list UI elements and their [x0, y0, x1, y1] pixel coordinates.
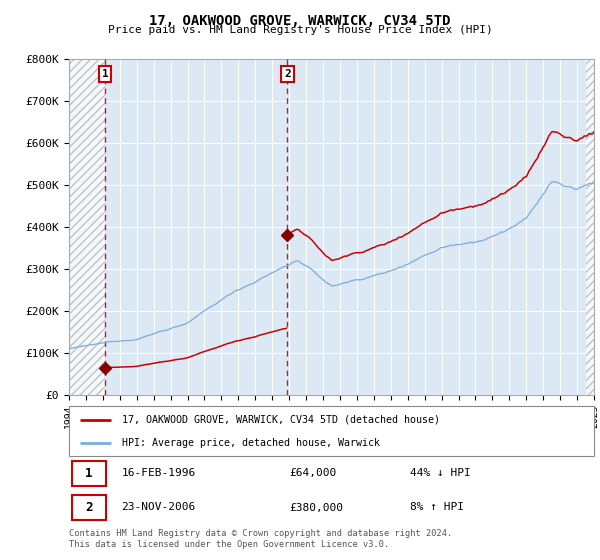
Text: 44% ↓ HPI: 44% ↓ HPI	[410, 468, 471, 478]
Text: £380,000: £380,000	[290, 502, 343, 512]
Text: 1: 1	[85, 467, 92, 480]
Bar	[586, 59, 594, 395]
Text: 8% ↑ HPI: 8% ↑ HPI	[410, 502, 464, 512]
Text: Price paid vs. HM Land Registry's House Price Index (HPI): Price paid vs. HM Land Registry's House …	[107, 25, 493, 35]
Text: 17, OAKWOOD GROVE, WARWICK, CV34 5TD: 17, OAKWOOD GROVE, WARWICK, CV34 5TD	[149, 14, 451, 28]
Text: 16-FEB-1996: 16-FEB-1996	[121, 468, 196, 478]
Bar	[69, 59, 105, 395]
Text: 2: 2	[85, 501, 92, 514]
Text: £64,000: £64,000	[290, 468, 337, 478]
Text: 2: 2	[284, 69, 291, 79]
Text: 17, OAKWOOD GROVE, WARWICK, CV34 5TD (detached house): 17, OAKWOOD GROVE, WARWICK, CV34 5TD (de…	[121, 414, 439, 424]
FancyBboxPatch shape	[69, 406, 594, 456]
Text: HPI: Average price, detached house, Warwick: HPI: Average price, detached house, Warw…	[121, 438, 380, 448]
Text: Contains HM Land Registry data © Crown copyright and database right 2024.
This d: Contains HM Land Registry data © Crown c…	[69, 529, 452, 549]
FancyBboxPatch shape	[71, 495, 106, 520]
Text: 1: 1	[101, 69, 108, 79]
Text: 23-NOV-2006: 23-NOV-2006	[121, 502, 196, 512]
FancyBboxPatch shape	[71, 461, 106, 486]
